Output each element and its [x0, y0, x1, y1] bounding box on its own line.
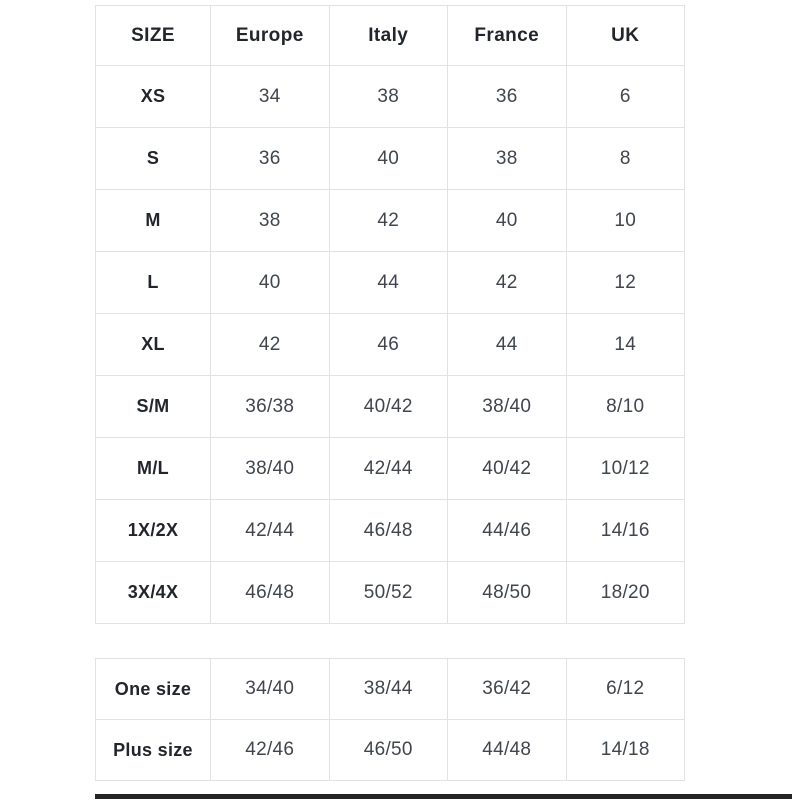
table-row: M/L 38/40 42/44 40/42 10/12 [95, 437, 685, 500]
size-value-cell: 38/44 [328, 658, 448, 720]
size-value-cell: 38 [447, 127, 567, 190]
header-cell-italy: Italy [328, 5, 448, 66]
size-value-cell: 14/18 [565, 719, 685, 781]
size-value-cell: 6 [565, 65, 685, 128]
size-value-cell: 6/12 [565, 658, 685, 720]
table-row: 3X/4X 46/48 50/52 48/50 18/20 [95, 561, 685, 624]
size-value-cell: 50/52 [328, 561, 448, 624]
size-value-cell: 48/50 [447, 561, 567, 624]
table-row: 1X/2X 42/44 46/48 44/46 14/16 [95, 499, 685, 562]
row-label-cell: M [95, 189, 211, 252]
size-value-cell: 10 [565, 189, 685, 252]
size-value-cell: 40 [210, 251, 330, 314]
table-row: Plus size 42/46 46/50 44/48 14/18 [95, 719, 685, 781]
size-value-cell: 40/42 [328, 375, 448, 438]
row-label-cell: 1X/2X [95, 499, 211, 562]
size-value-cell: 42 [447, 251, 567, 314]
size-value-cell: 44 [328, 251, 448, 314]
size-value-cell: 40 [328, 127, 448, 190]
size-value-cell: 14 [565, 313, 685, 376]
table-row: XS 34 38 36 6 [95, 65, 685, 128]
size-conversion-table: SIZE Europe Italy France UK XS 34 38 36 6 S 36 40 38 8… [95, 5, 685, 624]
size-value-cell: 46 [328, 313, 448, 376]
size-value-cell: 42 [210, 313, 330, 376]
row-label-cell: XL [95, 313, 211, 376]
size-chart-container: SIZE Europe Italy France UK XS 34 38 36 6 S 36 40 38 8… [95, 5, 685, 781]
size-value-cell: 8/10 [565, 375, 685, 438]
size-value-cell: 42 [328, 189, 448, 252]
size-value-cell: 46/50 [328, 719, 448, 781]
size-value-cell: 10/12 [565, 437, 685, 500]
size-value-cell: 38 [210, 189, 330, 252]
size-value-cell: 42/44 [210, 499, 330, 562]
size-value-cell: 36 [447, 65, 567, 128]
row-label-cell: L [95, 251, 211, 314]
header-cell-france: France [447, 5, 567, 66]
row-label-cell: S [95, 127, 211, 190]
size-value-cell: 36/38 [210, 375, 330, 438]
table-row: L 40 44 42 12 [95, 251, 685, 314]
size-value-cell: 38/40 [210, 437, 330, 500]
table-row: One size 34/40 38/44 36/42 6/12 [95, 658, 685, 720]
size-value-cell: 12 [565, 251, 685, 314]
special-sizes-table: One size 34/40 38/44 36/42 6/12 Plus size 42/4… [95, 658, 685, 781]
table-row: XL 42 46 44 14 [95, 313, 685, 376]
table-row: S/M 36/38 40/42 38/40 8/10 [95, 375, 685, 438]
size-value-cell: 42/44 [328, 437, 448, 500]
size-value-cell: 38/40 [447, 375, 567, 438]
row-label-cell: XS [95, 65, 211, 128]
header-cell-uk: UK [565, 5, 685, 66]
size-value-cell: 34/40 [210, 658, 330, 720]
row-label-cell: One size [95, 658, 211, 720]
bottom-divider-bar [95, 794, 792, 799]
header-cell-size: SIZE [95, 5, 211, 66]
row-label-cell: S/M [95, 375, 211, 438]
size-value-cell: 36 [210, 127, 330, 190]
size-value-cell: 44 [447, 313, 567, 376]
size-value-cell: 40 [447, 189, 567, 252]
size-value-cell: 44/46 [447, 499, 567, 562]
size-value-cell: 46/48 [328, 499, 448, 562]
row-label-cell: 3X/4X [95, 561, 211, 624]
size-value-cell: 36/42 [447, 658, 567, 720]
size-value-cell: 40/42 [447, 437, 567, 500]
size-value-cell: 34 [210, 65, 330, 128]
size-value-cell: 44/48 [447, 719, 567, 781]
size-value-cell: 42/46 [210, 719, 330, 781]
size-value-cell: 46/48 [210, 561, 330, 624]
header-cell-europe: Europe [210, 5, 330, 66]
table-row: S 36 40 38 8 [95, 127, 685, 190]
table-row: M 38 42 40 10 [95, 189, 685, 252]
row-label-cell: Plus size [95, 719, 211, 781]
size-value-cell: 8 [565, 127, 685, 190]
row-label-cell: M/L [95, 437, 211, 500]
size-value-cell: 14/16 [565, 499, 685, 562]
size-value-cell: 18/20 [565, 561, 685, 624]
size-value-cell: 38 [328, 65, 448, 128]
size-chart-header-row: SIZE Europe Italy France UK [95, 5, 685, 66]
